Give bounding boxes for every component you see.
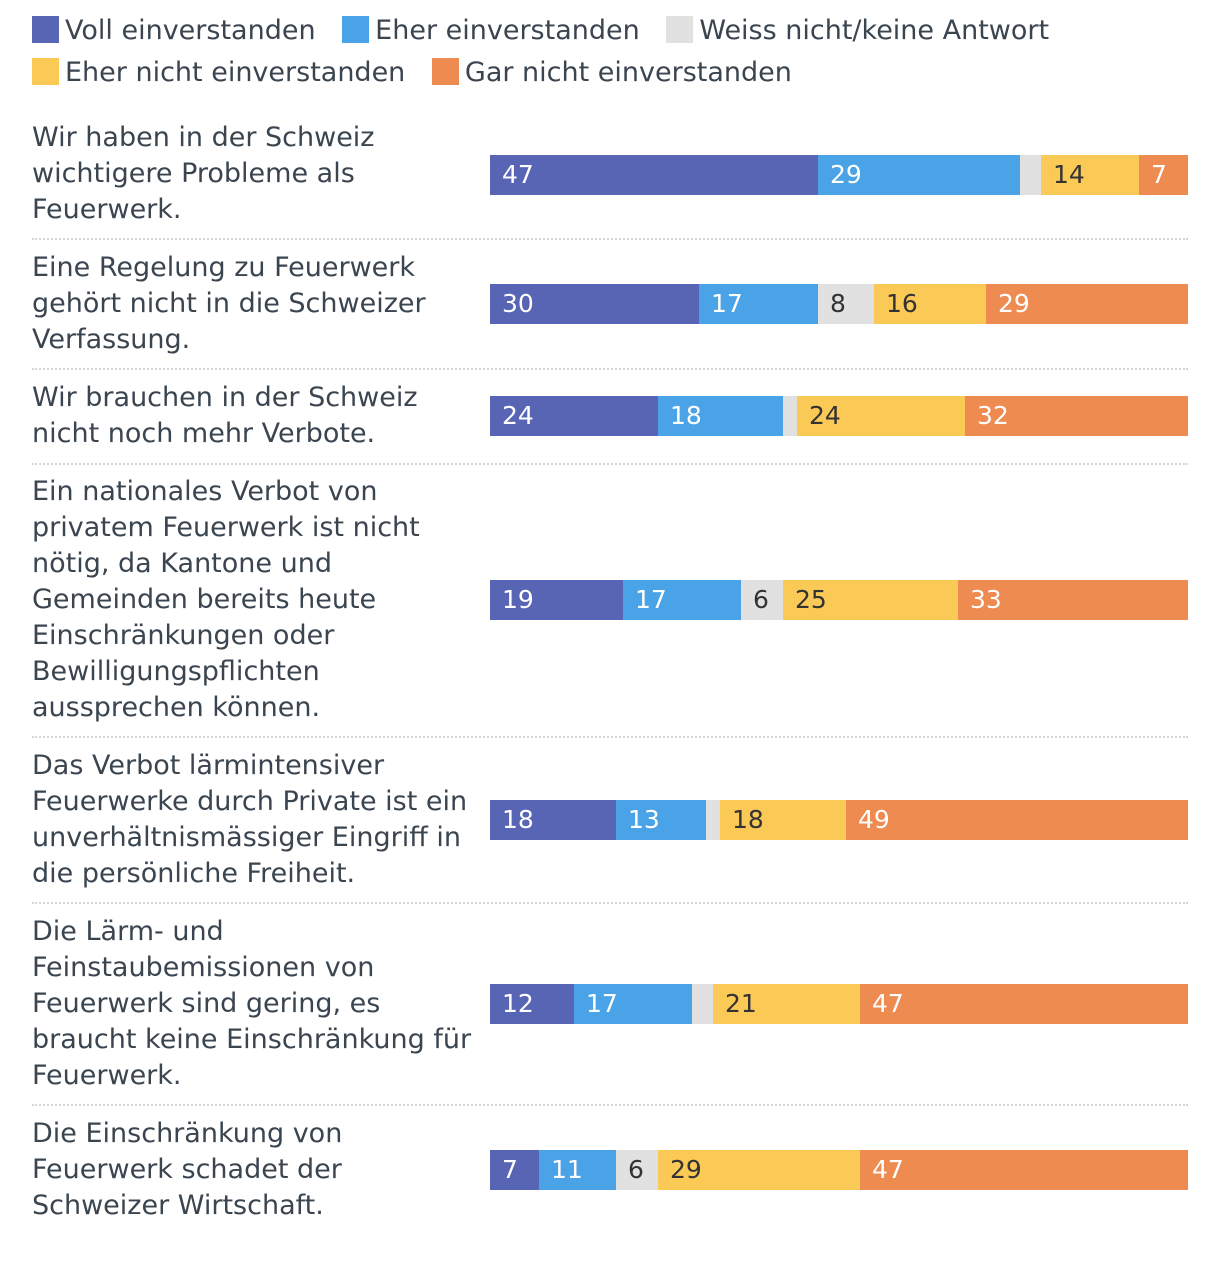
legend-item: Eher nicht einverstanden [32,57,423,88]
bar-segment: 29 [986,284,1188,324]
legend-label: Weiss nicht/keine Antwort [699,15,1050,46]
bar-segment: 18 [658,396,783,436]
bar-segment: 30 [490,284,699,324]
stacked-bar: 18 13 18 49 [490,800,1188,840]
legend-label: Eher nicht einverstanden [65,57,406,88]
bar-segment: 47 [490,155,818,195]
bar-segment: 21 [713,984,860,1024]
stacked-bar: 47 29 14 7 [490,155,1188,195]
bar-segment: 17 [574,984,692,1024]
row-divider [32,1104,1188,1106]
legend-item: Gar nicht einverstanden [431,57,810,88]
legend-swatch [431,58,459,85]
bar-segment: 24 [490,396,658,436]
legend-item: Voll einverstanden [32,15,334,46]
chart-legend: Voll einverstanden Eher einverstanden We… [32,10,1192,94]
bar-segment: 8 [818,284,874,324]
legend-label: Voll einverstanden [65,15,316,46]
legend-item: Weiss nicht/keine Antwort [666,15,1067,46]
stacked-bar: 24 18 24 32 [490,396,1188,436]
bar-segment: 7 [1139,155,1188,195]
bar-segment: 49 [846,800,1188,840]
bar-segment: 7 [490,1150,539,1190]
stacked-bar: 19 17 6 25 33 [490,580,1188,620]
bar-segment [783,396,797,436]
row-label: Wir haben in der Schweiz wichtigere Prob… [32,122,375,225]
row-divider [32,463,1188,465]
bar-segment: 24 [797,396,965,436]
row-divider [32,238,1188,240]
bar-segment: 12 [490,984,574,1024]
legend-label: Gar nicht einverstanden [464,57,792,88]
bar-segment: 29 [658,1150,860,1190]
bar-segment: 47 [860,1150,1188,1190]
bar-segment: 19 [490,580,623,620]
row-divider [32,736,1188,738]
stacked-bar: 12 17 21 47 [490,984,1188,1024]
legend-swatch [666,16,694,43]
bar-segment [1020,155,1041,195]
bar-segment [692,984,713,1024]
row-divider [32,902,1188,904]
bar-segment: 13 [616,800,706,840]
bar-segment: 18 [720,800,846,840]
row-label: Ein nationales Verbot von privatem Feuer… [32,476,420,723]
bar-segment: 16 [874,284,986,324]
bar-segment: 32 [965,396,1188,436]
bar-segment: 18 [490,800,616,840]
bar-segment: 17 [699,284,818,324]
row-divider [32,368,1188,370]
bar-segment: 25 [783,580,958,620]
row-label: Die Einschränkung von Feuerwerk schadet … [32,1118,343,1221]
legend-swatch [32,58,59,85]
row-label: Eine Regelung zu Feuerwerk gehört nicht … [32,252,426,355]
bar-segment: 11 [539,1150,616,1190]
stacked-bar: 7 11 6 29 47 [490,1150,1188,1190]
bar-segment: 29 [818,155,1020,195]
bar-segment [706,800,720,840]
bar-segment: 47 [860,984,1188,1024]
legend-item: Eher einverstanden [342,15,658,46]
row-label: Das Verbot lärmintensiver Feuerwerke dur… [32,750,468,889]
bar-segment: 6 [616,1150,658,1190]
legend-swatch [32,16,59,43]
bar-segment: 6 [741,580,783,620]
bar-segment: 33 [958,580,1188,620]
legend-swatch [342,16,370,43]
row-label: Wir brauchen in der Schweiz nicht noch m… [32,382,418,449]
legend-label: Eher einverstanden [375,15,640,46]
bar-segment: 14 [1041,155,1139,195]
stacked-bar: 30 17 8 16 29 [490,284,1188,324]
row-label: Die Lärm- und Feinstaubemissionen von Fe… [32,916,472,1091]
bar-segment: 17 [623,580,741,620]
